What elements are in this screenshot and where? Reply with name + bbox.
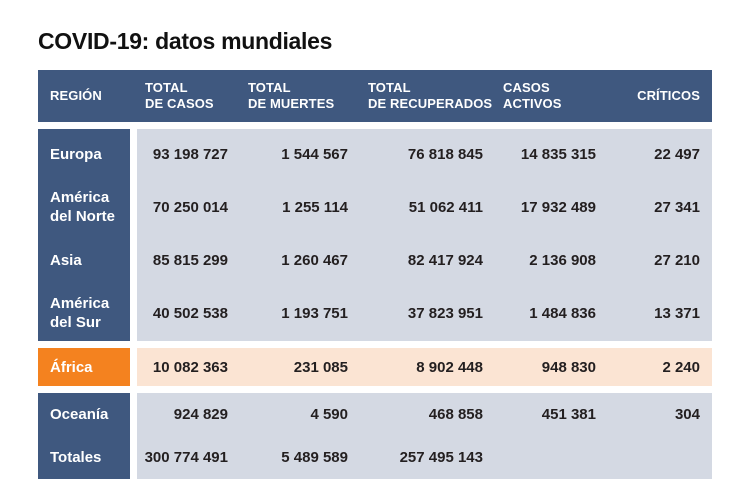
column-header-recuperados: TOTAL DE RECUPERADOS <box>360 70 495 122</box>
page-title: COVID-19: datos mundiales <box>38 28 333 54</box>
cell-criticos: 27 210 <box>654 251 700 269</box>
region-label: Asia <box>50 251 82 269</box>
data-column: 93 198 727 1 544 567 76 818 845 14 835 315 2… <box>137 129 712 341</box>
table-body: Europa América del Norte Asia América del S… <box>38 129 712 479</box>
cell-recuperados: 257 495 143 <box>399 449 483 466</box>
region-label: Oceanía <box>50 406 109 423</box>
column-header-line: TOTAL <box>248 80 291 95</box>
column-header-line: DE CASOS <box>145 96 214 111</box>
table-row: 40 502 538 1 193 751 37 823 951 1 484 836 13… <box>137 285 712 341</box>
cell-casos: 93 198 727 <box>152 145 228 163</box>
cell-criticos <box>608 436 712 479</box>
region-label: Totales <box>50 449 102 466</box>
table-header-row: REGIÓN TOTAL DE CASOS TOTAL DE MUERTES TOTAL D… <box>38 70 712 122</box>
column-header-activos: CASOS ACTIVOS <box>495 70 608 122</box>
cell-criticos: 13 371 <box>654 304 700 322</box>
cell-criticos: 304 <box>674 406 700 423</box>
cell-activos: 451 381 <box>541 406 596 423</box>
cell-casos: 40 502 538 <box>152 304 228 322</box>
cell-muertes: 1 255 114 <box>282 198 348 216</box>
cell-recuperados: 76 818 845 <box>407 145 483 163</box>
cell-muertes: 1 193 751 <box>281 304 348 322</box>
cell-criticos: 2 240 <box>662 358 700 376</box>
cell-casos: 85 815 299 <box>152 251 228 269</box>
column-header-criticos: CRÍTICOS <box>608 70 712 122</box>
cell-recuperados: 37 823 951 <box>407 304 483 322</box>
cell-activos: 2 136 908 <box>529 251 596 269</box>
row-group-continentes-principales: Europa América del Norte Asia América del S… <box>38 129 712 341</box>
table-row: 10 082 363 231 085 8 902 448 948 830 2 240 <box>137 348 712 386</box>
cell-activos <box>495 436 608 479</box>
cell-casos: 300 774 491 <box>144 449 228 466</box>
cell-muertes: 1 260 467 <box>281 251 348 269</box>
column-header-region: REGIÓN <box>38 70 137 122</box>
region-label-column: África <box>38 348 130 386</box>
table-row: 93 198 727 1 544 567 76 818 845 14 835 315 2… <box>137 129 712 179</box>
cell-muertes: 231 085 <box>293 358 348 376</box>
column-gutter <box>130 129 137 341</box>
region-label-column: Oceanía Totales <box>38 393 130 479</box>
cell-activos: 17 932 489 <box>520 198 596 216</box>
region-label: América del Sur <box>50 295 110 331</box>
data-column: 10 082 363 231 085 8 902 448 948 830 2 240 <box>137 348 712 386</box>
cell-muertes: 1 544 567 <box>281 145 348 163</box>
column-header-muertes: TOTAL DE MUERTES <box>240 70 360 122</box>
cell-criticos: 27 341 <box>654 198 700 216</box>
column-header-line: TOTAL <box>368 80 411 95</box>
cell-recuperados: 468 858 <box>428 406 483 423</box>
cell-casos: 10 082 363 <box>152 358 228 376</box>
table-row: 300 774 491 5 489 589 257 495 143 <box>137 436 712 479</box>
column-header-line: DE MUERTES <box>248 96 335 111</box>
cell-casos: 70 250 014 <box>152 198 228 216</box>
column-header-line: REGIÓN <box>50 88 102 103</box>
column-header-line: CASOS <box>503 80 550 95</box>
region-label: África <box>50 358 93 376</box>
cell-activos: 14 835 315 <box>520 145 596 163</box>
cell-recuperados: 8 902 448 <box>416 358 483 376</box>
column-gutter <box>130 393 137 479</box>
covid-data-table: REGIÓN TOTAL DE CASOS TOTAL DE MUERTES TOTAL D… <box>38 70 712 479</box>
table-row: 85 815 299 1 260 467 82 417 924 2 136 908 27… <box>137 235 712 285</box>
cell-recuperados: 51 062 411 <box>408 198 483 216</box>
region-label: América del Norte <box>50 189 116 225</box>
region-label: Europa <box>50 145 102 163</box>
row-group-africa-destacada: África 10 082 363 231 085 8 902 448 948 830 2… <box>38 348 712 386</box>
region-label-column: Europa América del Norte Asia América del S… <box>38 129 130 341</box>
cell-activos: 948 830 <box>541 358 596 376</box>
cell-criticos: 22 497 <box>654 145 700 163</box>
column-header-casos: TOTAL DE CASOS <box>137 70 240 122</box>
table-row: 70 250 014 1 255 114 51 062 411 17 932 489 2… <box>137 179 712 235</box>
column-header-line: CRÍTICOS <box>637 88 700 103</box>
column-header-line: ACTIVOS <box>503 96 562 111</box>
table-row: 924 829 4 590 468 858 451 381 304 <box>137 393 712 436</box>
cell-muertes: 5 489 589 <box>281 449 348 466</box>
cell-muertes: 4 590 <box>310 406 348 423</box>
column-header-line: TOTAL <box>145 80 188 95</box>
cell-activos: 1 484 836 <box>529 304 596 322</box>
column-gutter <box>130 348 137 386</box>
row-group-oceania-y-totales: Oceanía Totales 924 829 4 590 468 858 451 381… <box>38 393 712 479</box>
cell-recuperados: 82 417 924 <box>407 251 483 269</box>
cell-casos: 924 829 <box>173 406 228 423</box>
column-header-line: DE RECUPERADOS <box>368 96 493 111</box>
data-column: 924 829 4 590 468 858 451 381 304 300 774 491… <box>137 393 712 479</box>
